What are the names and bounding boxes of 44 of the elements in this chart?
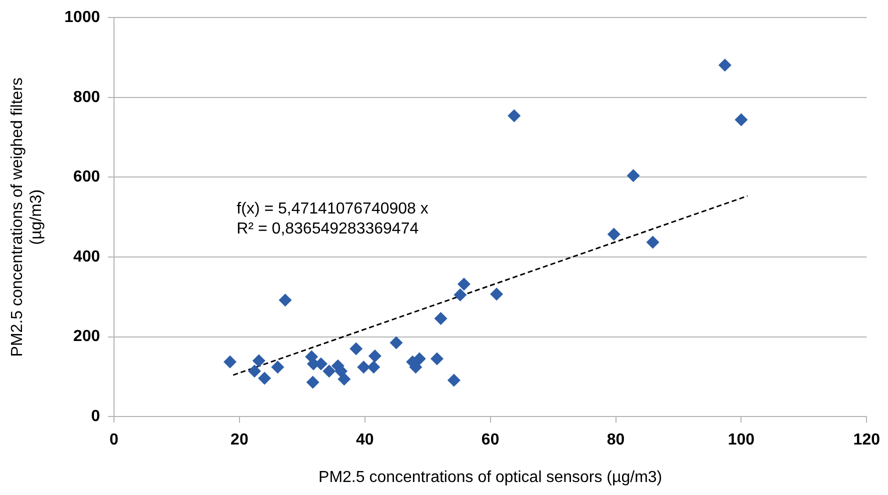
annotation: f(x) = 5,47141076740908 x	[236, 200, 428, 218]
point	[646, 236, 660, 249]
point	[508, 109, 521, 122]
x-tick-label: 80	[606, 432, 625, 449]
point	[734, 113, 748, 126]
point	[258, 372, 272, 385]
point	[368, 349, 382, 362]
point	[430, 352, 444, 366]
point	[457, 278, 470, 291]
point	[454, 288, 467, 302]
point	[718, 58, 732, 72]
point	[224, 355, 237, 368]
x-tick-label: 120	[853, 432, 880, 449]
point	[390, 336, 403, 350]
y-tick-label: 800	[73, 88, 100, 106]
point	[271, 360, 284, 374]
point	[367, 360, 380, 374]
point	[626, 169, 640, 182]
y-tick-label: 1000	[64, 9, 100, 26]
point	[434, 312, 448, 325]
point	[490, 288, 504, 301]
point	[278, 294, 292, 307]
y-tick-label: 0	[91, 408, 100, 426]
point	[412, 352, 426, 366]
point	[357, 360, 370, 374]
annotation: R² = 0,836549283369474	[236, 220, 419, 238]
point	[334, 364, 348, 378]
point	[252, 354, 266, 368]
y-axis-title: PM2.5 concentrations of weighed filters (µg/m3)	[9, 77, 46, 357]
x-tick-label: 100	[728, 432, 755, 449]
x-tick-label: 40	[356, 432, 374, 449]
x-tick-label: 0	[110, 432, 119, 449]
y-tick-label: 200	[73, 328, 100, 346]
point	[607, 228, 620, 241]
y-tick-label: 400	[73, 248, 100, 266]
x-tick-label: 20	[230, 432, 248, 449]
point	[248, 364, 261, 378]
x-axis-title: PM2.5 concentrations of optical sensors (µg/m3)	[318, 468, 662, 486]
point	[350, 342, 363, 356]
y-tick-label: 600	[73, 168, 100, 186]
point	[447, 374, 460, 387]
x-tick-label: 60	[481, 432, 500, 449]
point	[322, 364, 336, 378]
point	[306, 376, 320, 389]
